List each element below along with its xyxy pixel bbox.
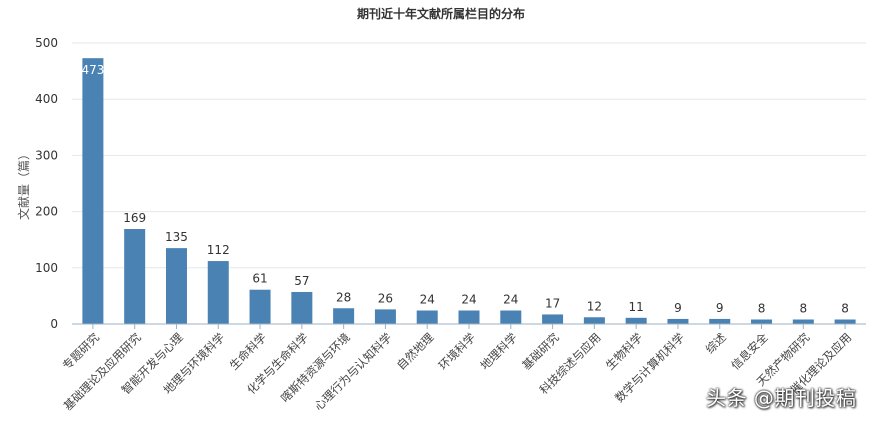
y-tick-label: 100 [35,261,58,275]
y-tick-label: 0 [50,317,58,331]
bar [792,319,814,324]
data-label: 61 [252,272,267,286]
data-label: 26 [378,291,393,305]
data-label: 112 [207,243,230,257]
x-category-label: 信息安全 [728,330,771,373]
data-label: 135 [165,230,188,244]
bar [709,318,731,324]
gridlines [72,42,866,269]
watermark: 头条 @期刊投稿 [706,386,857,410]
bar [416,310,438,324]
bar [542,314,564,324]
data-label: 11 [629,300,644,314]
x-category-label: 基础研究 [519,330,562,373]
bar [249,289,271,324]
data-label: 473 [81,63,104,77]
data-label: 8 [799,302,807,316]
bar [333,308,355,324]
data-label: 24 [503,293,518,307]
x-category-label: 基础理论及应用研究 [61,330,144,413]
x-category-label: 自然地理 [394,330,437,373]
x-category-label: 生物科学 [603,330,645,372]
chart-title: 期刊近十年文献所属栏目的分布 [357,6,525,21]
bar [124,229,146,324]
bar [374,309,396,324]
y-tick-label: 300 [35,148,58,162]
data-label: 12 [587,299,602,313]
data-label: 24 [420,293,435,307]
data-label: 169 [123,211,146,225]
data-label: 9 [674,301,682,315]
bar [625,317,647,324]
y-tick-label: 500 [35,36,58,50]
x-category-label: 心理行为与认知科学 [311,330,394,413]
y-tick-label: 200 [35,205,58,219]
x-category-label: 生命科学 [227,330,269,372]
bar [583,317,605,324]
data-label: 28 [336,290,351,304]
x-category-label: 综述 [703,330,730,357]
y-axis-ticks: 0 100 200 300 400 500 [35,36,58,331]
y-axis-label: 文献量（篇） [16,148,31,220]
data-labels: 473 169 135 112 61 57 28 26 24 24 24 17 12 11 9 9 8 8 8 [81,63,848,315]
data-label: 24 [461,293,476,307]
data-label: 17 [545,296,560,310]
data-label: 9 [716,301,724,315]
bars [82,58,856,324]
bar [834,319,856,324]
bar [165,248,187,324]
bar [207,261,229,324]
bar [500,310,522,324]
y-tick-label: 400 [35,92,58,106]
bar [667,318,689,324]
x-category-label: 地理科学 [477,330,519,372]
data-label: 8 [841,302,849,316]
bar [82,58,104,324]
bar [458,310,480,324]
data-label: 8 [758,302,766,316]
x-category-label: 专题研究 [60,330,103,373]
bar [751,319,773,324]
bar [291,291,313,324]
x-category-label: 环境科学 [436,330,478,372]
data-label: 57 [294,274,309,288]
